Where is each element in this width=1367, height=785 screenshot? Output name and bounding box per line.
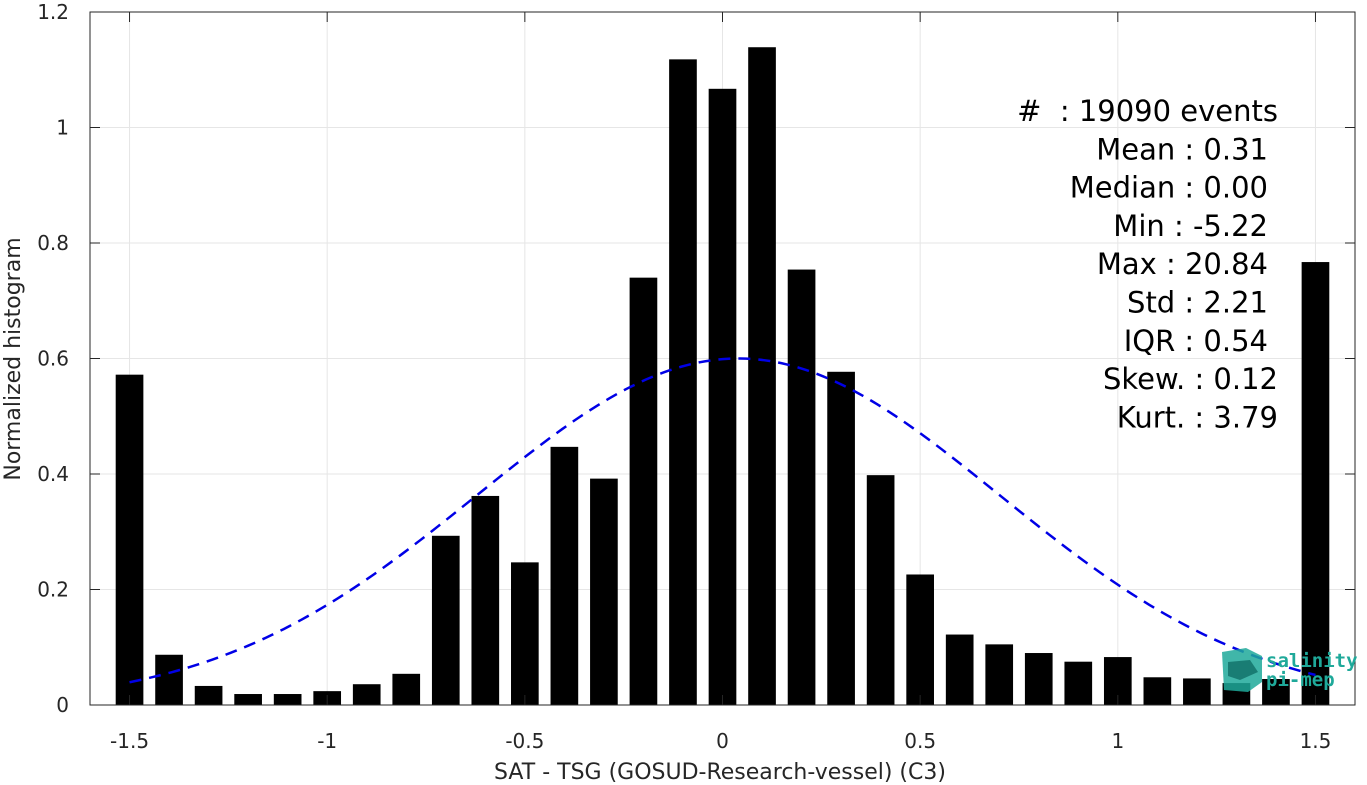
histogram-bar-15 — [708, 88, 737, 706]
histogram-bar-16 — [748, 47, 776, 706]
histogram-bar-3 — [234, 694, 262, 705]
stat-line-1: Mean : 0.31 — [1096, 132, 1268, 166]
axis-ticks — [90, 11, 1355, 706]
x-tick-label-2: -0.5 — [505, 729, 544, 753]
histogram-bar-10 — [511, 562, 539, 705]
histogram-bar-20 — [906, 574, 934, 705]
y-tick-label-2: 0.4 — [37, 462, 69, 486]
x-tick-label-3: 0 — [716, 729, 729, 753]
histogram-bar-4 — [273, 694, 302, 705]
x-tick-label-1: -1 — [317, 729, 337, 753]
y-tick-label-3: 0.6 — [37, 347, 69, 371]
x-tick-label-4: 0.5 — [904, 729, 936, 753]
logo-text-pi-mep: pi-mep — [1266, 669, 1335, 691]
y-tick-label-1: 0.2 — [37, 578, 69, 602]
histogram-bar-24 — [1064, 661, 1093, 705]
salinity-pi-mep-logo: salinity pi-mep — [1222, 648, 1358, 692]
x-tick-label-6: 1.5 — [1300, 729, 1332, 753]
y-axis-label: Normalized histogram — [1, 237, 26, 480]
histogram-bar-18 — [827, 371, 855, 705]
histogram-bar-2 — [194, 685, 223, 705]
histogram-bar-27 — [1183, 678, 1211, 705]
histogram-bar-23 — [1024, 653, 1053, 705]
histogram-bar-6 — [352, 684, 381, 705]
y-tick-labels: 0 0.2 0.4 0.6 0.8 1 1.2 — [37, 0, 69, 717]
x-axis-label: SAT - TSG (GOSUD-Research-vessel) (C3) — [494, 760, 946, 785]
histogram-bar-11 — [550, 446, 579, 705]
logo-text-salinity: salinity — [1266, 650, 1358, 672]
histogram-bar-9 — [471, 495, 500, 705]
logo-mark-icon — [1222, 648, 1262, 692]
histogram-bars — [115, 47, 1330, 706]
stat-line-8: Kurt. : 3.79 — [1117, 400, 1278, 434]
histogram-bar-7 — [392, 673, 421, 705]
stat-line-6: IQR : 0.54 — [1124, 324, 1268, 358]
histogram-bar-30 — [1301, 262, 1330, 705]
stat-line-5: Std : 2.21 — [1127, 286, 1268, 320]
y-tick-label-4: 0.8 — [37, 231, 69, 255]
histogram-bar-17 — [787, 269, 816, 705]
y-tick-label-6: 1.2 — [37, 0, 69, 24]
histogram-bar-21 — [945, 634, 974, 705]
stat-line-0: # : 19090 events — [1017, 94, 1278, 128]
y-tick-label-0: 0 — [56, 693, 69, 717]
x-tick-labels: -1.5 -1 -0.5 0 0.5 1 1.5 — [110, 729, 1331, 753]
y-tick-label-5: 1 — [56, 116, 69, 140]
gaussian-fit-curve — [129, 357, 1316, 684]
histogram-bar-8 — [431, 535, 460, 705]
statistics-annotation: # : 19090 events Mean : 0.31 Median : 0.00… — [1017, 94, 1278, 434]
stat-line-3: Min : -5.22 — [1113, 209, 1268, 243]
histogram-bar-26 — [1143, 677, 1172, 705]
stat-line-4: Max : 20.84 — [1097, 247, 1268, 281]
histogram-bar-1 — [155, 654, 183, 705]
stat-line-7: Skew. : 0.12 — [1103, 362, 1278, 396]
histogram-bar-22 — [985, 644, 1014, 705]
histogram-bar-14 — [669, 59, 697, 706]
histogram-bar-12 — [590, 478, 618, 705]
histogram-bar-0 — [115, 374, 144, 705]
histogram-bar-13 — [629, 277, 658, 705]
x-tick-label-5: 1 — [1111, 729, 1124, 753]
stat-line-2: Median : 0.00 — [1070, 171, 1268, 205]
x-tick-label-0: -1.5 — [110, 729, 149, 753]
histogram-bar-29 — [1262, 679, 1290, 705]
histogram-bar-19 — [866, 475, 895, 705]
